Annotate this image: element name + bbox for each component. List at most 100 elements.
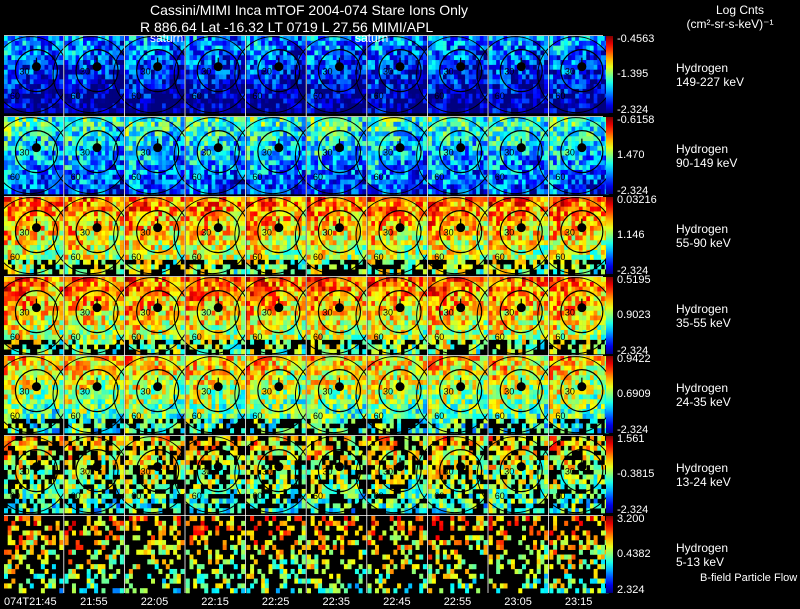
pixel <box>358 74 363 80</box>
pixel <box>446 79 451 85</box>
pixel <box>154 184 159 190</box>
pixel <box>26 50 31 56</box>
pixel <box>204 108 209 114</box>
pixel <box>362 141 367 147</box>
pixel <box>479 60 484 66</box>
pixel <box>382 40 387 46</box>
pixel <box>488 69 493 75</box>
pixel <box>400 93 405 99</box>
pixel <box>435 98 440 104</box>
pixel <box>268 45 273 51</box>
pixel <box>400 50 405 56</box>
pixel <box>200 141 205 147</box>
pixel <box>354 36 359 42</box>
pixel <box>139 98 144 104</box>
pixel <box>75 108 80 114</box>
pixel <box>48 69 53 75</box>
pixel <box>233 93 238 99</box>
pixel <box>79 64 84 70</box>
pixel <box>483 145 488 151</box>
pixel <box>11 36 16 42</box>
pixel <box>514 165 519 171</box>
pixel <box>200 74 205 80</box>
pixel <box>97 103 102 109</box>
pixel <box>75 126 80 132</box>
pixel <box>307 74 311 80</box>
pixel <box>514 50 519 56</box>
pixel <box>400 136 405 142</box>
pixel <box>294 45 299 51</box>
pixel <box>97 93 102 99</box>
pixel <box>59 155 64 161</box>
pixel <box>283 121 288 127</box>
pixel <box>533 108 538 114</box>
pixel <box>246 79 251 85</box>
pixel <box>525 165 530 171</box>
pixel <box>336 84 341 90</box>
pixel <box>518 179 523 185</box>
pixel <box>7 79 12 85</box>
pixel <box>180 69 185 75</box>
pixel <box>465 155 470 161</box>
pixel <box>544 40 549 46</box>
pixel <box>165 155 170 161</box>
pixel <box>507 40 512 46</box>
pixel <box>533 55 538 61</box>
pixel <box>246 55 251 61</box>
pixel <box>233 103 238 109</box>
pixel <box>44 93 49 99</box>
pixel <box>560 103 565 109</box>
pixel <box>185 64 190 70</box>
pixel <box>200 184 205 190</box>
pixel <box>233 50 238 56</box>
pixel <box>139 69 144 75</box>
pixel <box>435 93 440 99</box>
pixel <box>343 121 348 127</box>
pixel <box>185 79 190 85</box>
pixel <box>275 84 280 90</box>
pixel <box>298 121 303 127</box>
pixel <box>136 165 141 171</box>
pixel <box>488 145 493 151</box>
pixel <box>310 145 315 151</box>
pixel <box>382 141 387 147</box>
pixel <box>7 69 12 75</box>
pixel <box>536 40 541 46</box>
pixel <box>59 69 64 75</box>
pixel <box>336 174 341 180</box>
pixel <box>143 179 148 185</box>
pixel <box>147 179 152 185</box>
pixel <box>393 174 398 180</box>
pixel <box>518 174 523 180</box>
pixel <box>11 155 16 161</box>
pixel <box>461 108 466 114</box>
pixel <box>90 64 95 70</box>
pixel <box>250 131 255 137</box>
pixel <box>411 79 416 85</box>
pixel <box>540 121 545 127</box>
pixel <box>128 150 133 156</box>
pixel <box>589 69 594 75</box>
pixel <box>11 93 16 99</box>
pixel <box>362 169 367 176</box>
pixel <box>37 84 42 90</box>
pixel <box>257 88 262 95</box>
pixel <box>128 60 133 66</box>
pixel <box>428 45 433 51</box>
pixel <box>371 103 376 109</box>
pixel <box>233 189 238 195</box>
pixel <box>68 160 73 166</box>
pixel <box>215 108 220 114</box>
pixel <box>332 136 337 142</box>
pixel <box>222 141 227 147</box>
pixel <box>230 88 235 95</box>
pixel <box>290 145 295 151</box>
pixel <box>125 93 130 99</box>
pixel <box>544 103 549 109</box>
pixel <box>431 108 436 114</box>
pixel <box>94 45 99 51</box>
pixel <box>329 108 334 114</box>
pixel <box>207 174 212 180</box>
pixel <box>601 88 606 95</box>
pixel <box>44 174 49 180</box>
